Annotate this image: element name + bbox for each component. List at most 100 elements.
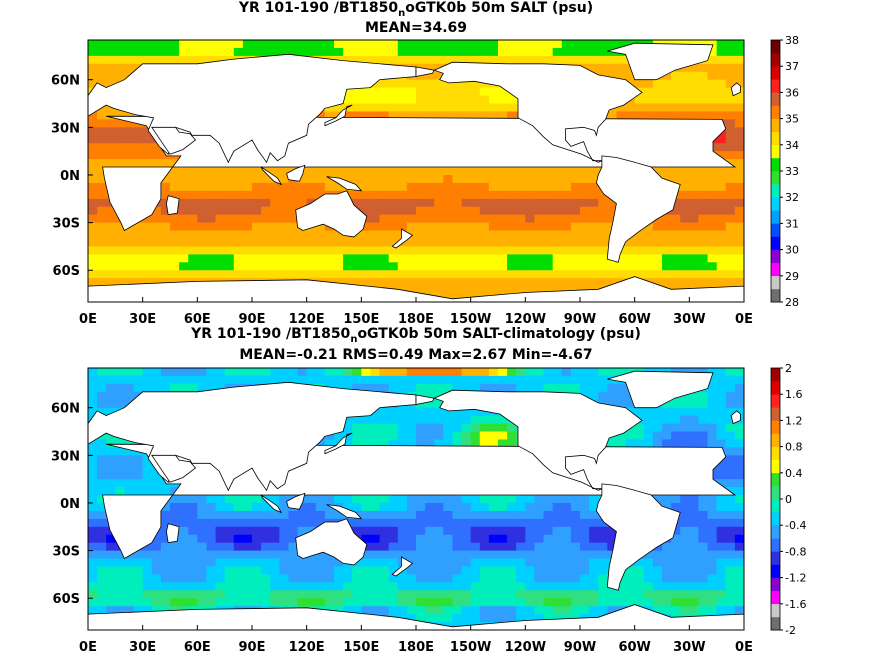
field-cell [598, 534, 608, 544]
field-cell [671, 254, 681, 263]
field-cell [88, 246, 98, 255]
colorbar-swatch [771, 249, 780, 263]
field-cell [498, 254, 508, 263]
field-cell [443, 246, 454, 255]
field-cell [388, 111, 399, 120]
field-cell [662, 87, 672, 97]
field-cell [242, 566, 253, 576]
field-cell [725, 151, 736, 160]
field-cell [652, 79, 663, 89]
field-cell [224, 518, 235, 528]
field-cell [142, 574, 153, 583]
colorbar-tick-label: -0.8 [785, 545, 806, 558]
field-cell [507, 222, 517, 232]
field-cell [106, 238, 116, 248]
field-cell [361, 40, 372, 49]
field-cell [470, 286, 481, 295]
field-cell [443, 230, 454, 240]
field-cell [643, 431, 654, 441]
field-cell [334, 278, 344, 287]
field-cell [470, 407, 481, 417]
field-cell [570, 278, 581, 287]
field-cell [224, 254, 235, 263]
colorbar-swatch [771, 564, 780, 578]
field-cell [734, 246, 744, 255]
field-cell [370, 510, 381, 520]
land-masses [88, 42, 744, 302]
field-cell [652, 495, 663, 504]
field-cell [215, 47, 226, 57]
continent [433, 389, 643, 491]
field-cell [179, 190, 189, 200]
field-cell [361, 590, 372, 599]
field-cell [425, 495, 435, 504]
field-cell [343, 262, 353, 271]
field-cell [124, 63, 135, 73]
field-cell [170, 566, 180, 576]
field-cell [261, 590, 271, 599]
field-cell [498, 278, 508, 287]
field-cell [680, 111, 690, 120]
field-cell [607, 278, 618, 287]
field-cell [170, 368, 180, 377]
field-cell [498, 95, 508, 105]
field-cell [671, 238, 681, 248]
field-cell [343, 598, 353, 607]
field-cell [179, 510, 189, 520]
field-cell [543, 47, 554, 57]
field-cell [543, 262, 554, 271]
field-cell [689, 502, 700, 512]
field-cell [379, 174, 390, 184]
field-cell [206, 582, 217, 591]
field-cell [625, 431, 636, 441]
colorbar-tick-label: 36 [785, 86, 799, 99]
field-cell [434, 87, 444, 97]
field-cell [488, 415, 499, 425]
field-cell [416, 590, 426, 599]
field-cell [725, 87, 736, 97]
field-cell [188, 47, 198, 57]
field-cell [561, 574, 572, 583]
field-cell [206, 566, 217, 576]
field-cell [379, 582, 390, 591]
field-cell [616, 111, 627, 120]
field-cell [570, 270, 581, 279]
field-cell [416, 566, 426, 576]
field-cell [707, 222, 718, 232]
field-cell [552, 286, 563, 295]
field-cell [106, 463, 116, 472]
field-cell [206, 534, 217, 544]
field-cell [279, 47, 290, 57]
field-cell [97, 479, 107, 488]
field-cell [725, 471, 736, 480]
field-cell [206, 214, 217, 224]
field-cell [552, 574, 563, 583]
field-cell [397, 526, 408, 536]
field-cell [388, 55, 399, 65]
field-cell [388, 526, 399, 536]
field-cell [734, 479, 744, 488]
field-cell [707, 542, 718, 552]
field-cell [361, 103, 372, 113]
field-cell [334, 606, 344, 615]
field-cell [388, 95, 399, 105]
field-cell [397, 407, 408, 417]
field-cell [179, 566, 189, 576]
field-cell [142, 135, 153, 144]
field-cell [224, 206, 235, 216]
field-cell [634, 431, 645, 441]
field-cell [279, 542, 290, 552]
field-cell [652, 278, 663, 287]
field-cell [88, 526, 98, 536]
field-cell [716, 383, 727, 393]
field-cell [561, 214, 572, 224]
field-cell [662, 222, 672, 232]
field-cell [580, 590, 590, 599]
field-cell [279, 558, 290, 568]
field-cell [707, 582, 718, 591]
field-cell [334, 574, 344, 583]
field-cell [170, 238, 180, 248]
field-cell [425, 167, 435, 176]
field-cell [288, 206, 299, 216]
field-cell [525, 286, 536, 295]
